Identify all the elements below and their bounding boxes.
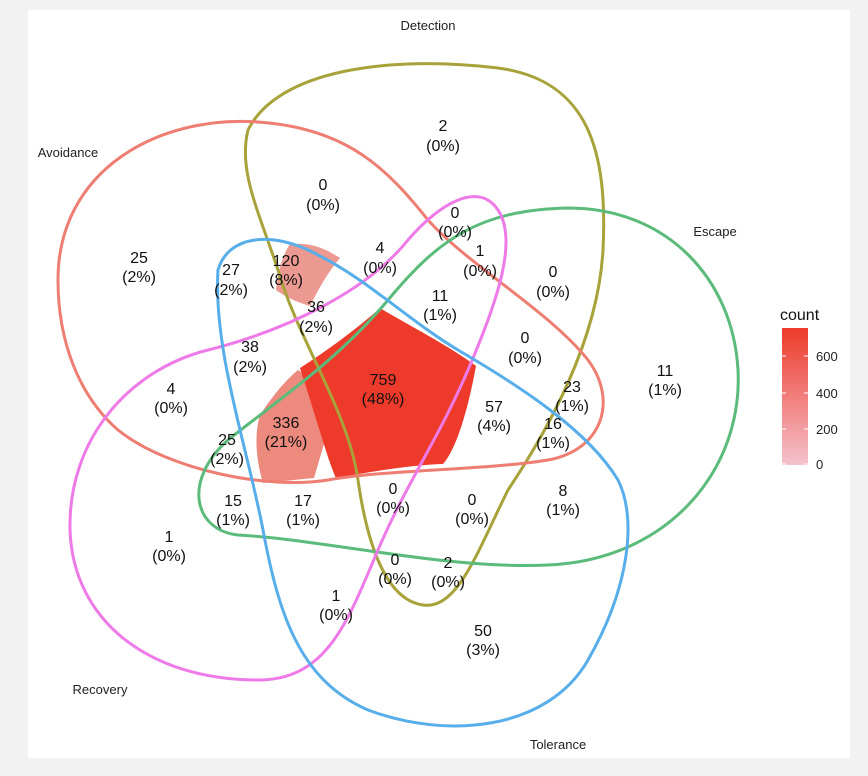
region-dt: 2 (0%) — [431, 555, 465, 591]
region-de: 0 (0%) — [536, 264, 570, 301]
legend-tick-400: 400 — [816, 386, 838, 401]
region-adre: 11 (1%) — [423, 288, 457, 324]
set-label-detection: Detection — [401, 18, 456, 33]
region-ret: 17 (1%) — [286, 493, 320, 529]
recovery-set-outline — [68, 195, 508, 682]
region-ad: 0 (0%) — [306, 177, 340, 214]
region-dey: 0 (0%) — [508, 330, 542, 367]
count-legend: count 600 400 200 0 — [780, 307, 838, 472]
venn-diagram: Detection Avoidance Escape Recovery Tole… — [38, 18, 838, 752]
tolerance-set-outline — [216, 237, 630, 728]
detection-set-outline — [243, 62, 606, 607]
region-dre: 1 (0%) — [463, 243, 497, 280]
region-adrt: 36 (2%) — [299, 299, 333, 336]
legend-tick-0: 0 — [816, 457, 823, 472]
region-adr: 4 (0%) — [363, 240, 397, 277]
region-adt: 120 (8%) — [269, 253, 303, 289]
venn-panel: Detection Avoidance Escape Recovery Tole… — [28, 10, 850, 758]
region-r: 1 (0%) — [152, 529, 186, 565]
legend-tick-200: 200 — [816, 422, 838, 437]
region-adet: 57 (4%) — [477, 399, 511, 435]
legend-colorbar — [782, 328, 808, 465]
region-all: 759 (48%) — [362, 372, 405, 408]
set-label-recovery: Recovery — [73, 682, 128, 697]
region-at: 27 (2%) — [214, 262, 248, 299]
region-fill-all — [300, 308, 476, 478]
region-det: 0 (0%) — [455, 492, 489, 528]
set-label-escape: Escape — [693, 224, 736, 239]
region-t: 50 (3%) — [466, 623, 500, 659]
region-art: 38 (2%) — [233, 339, 267, 376]
region-aret: 336 (21%) — [265, 415, 308, 451]
region-dret: 0 (0%) — [376, 481, 410, 517]
legend-title: count — [780, 307, 820, 324]
region-re: 15 (1%) — [216, 493, 250, 529]
region-dr: 0 (0%) — [438, 205, 472, 241]
region-d: 2 (0%) — [426, 118, 460, 155]
legend-tick-600: 600 — [816, 349, 838, 364]
avoidance-set-outline — [56, 119, 605, 485]
region-drt: 0 (0%) — [378, 552, 412, 588]
region-ar: 4 (0%) — [154, 381, 188, 417]
region-rt: 1 (0%) — [319, 588, 353, 624]
set-label-tolerance: Tolerance — [530, 737, 586, 752]
region-a: 25 (2%) — [122, 250, 156, 286]
region-are: 25 (2%) — [210, 432, 244, 468]
set-label-avoidance: Avoidance — [38, 145, 98, 160]
region-e: 11 (1%) — [648, 363, 682, 399]
region-ae: 23 (1%) — [555, 379, 589, 415]
region-aet: 16 (1%) — [536, 416, 570, 452]
escape-set-outline — [197, 206, 740, 568]
region-et: 8 (1%) — [546, 483, 580, 519]
